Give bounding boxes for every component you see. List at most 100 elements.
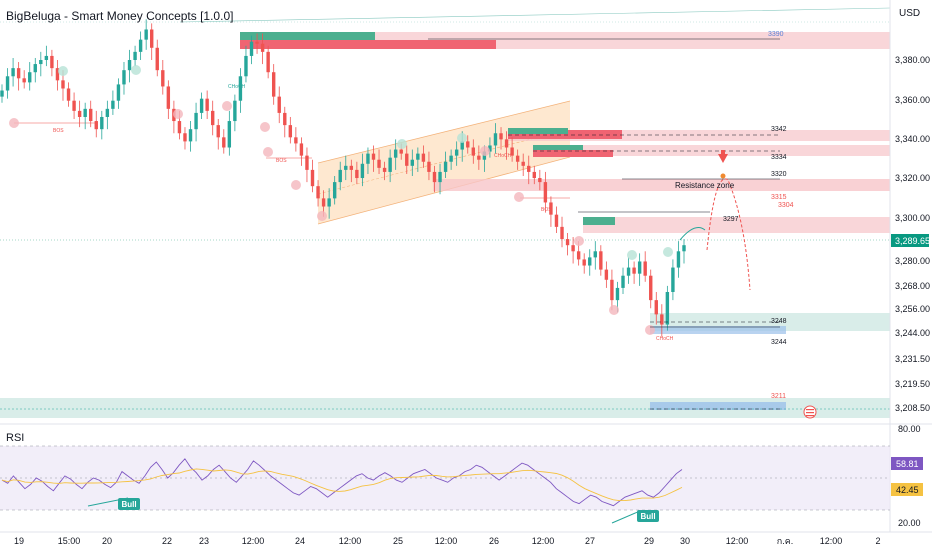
candle-body xyxy=(460,141,464,150)
candle-body xyxy=(271,72,276,97)
candle-body xyxy=(161,70,165,87)
candle-body xyxy=(510,147,514,156)
swing-marker xyxy=(627,250,637,260)
candle-body xyxy=(100,116,104,130)
rsi-value-badge xyxy=(891,457,923,470)
top-trendline xyxy=(179,7,891,23)
candle-body xyxy=(532,171,536,179)
time-tick-label: 23 xyxy=(199,536,209,546)
candle-body xyxy=(89,108,93,122)
candle-body xyxy=(676,251,681,268)
candle-body xyxy=(133,51,137,60)
time-tick-label: 26 xyxy=(489,536,499,546)
candle-body xyxy=(643,261,647,276)
candle-body xyxy=(177,121,182,134)
level-label-3304: 3304 xyxy=(778,202,794,209)
candle-body xyxy=(471,147,476,156)
rsi-ma-badge xyxy=(891,483,923,496)
candle-body xyxy=(283,112,287,126)
level-label-3297: 3297 xyxy=(723,216,739,223)
candle-body xyxy=(0,90,4,97)
candle-body xyxy=(349,165,354,170)
candle-body xyxy=(366,153,370,164)
indicator-title[interactable]: BigBeluga - Smart Money Concepts [1.0.0] xyxy=(6,9,234,23)
swing-marker xyxy=(131,65,141,75)
candle-body xyxy=(432,171,437,183)
supply-zone-3390-volume xyxy=(240,32,375,40)
time-tick-label: 20 xyxy=(102,536,112,546)
candle-body xyxy=(316,186,320,199)
rsi-ma-line xyxy=(1,468,683,502)
us-flag-stripe-3 xyxy=(806,415,814,417)
level-label-3390: 3390 xyxy=(768,31,784,38)
candle-body xyxy=(588,257,592,266)
supply-zone-3342 xyxy=(508,130,890,141)
candle-body xyxy=(488,145,492,152)
candle-body xyxy=(216,125,220,138)
candle-body xyxy=(477,155,481,160)
rsi-line xyxy=(1,458,683,507)
us-flag-stripe-2 xyxy=(806,412,814,414)
time-tick-label: 29 xyxy=(644,536,654,546)
price-tick-label: 3,256.00 xyxy=(895,304,930,314)
swing-marker xyxy=(514,192,524,202)
candle-body xyxy=(632,267,636,274)
swing-marker xyxy=(480,146,490,156)
level-label-3248: 3248 xyxy=(771,318,787,325)
candle-body xyxy=(127,60,132,71)
candle-body xyxy=(449,155,453,162)
candle-body xyxy=(538,178,542,183)
price-tick-label: 3,268.00 xyxy=(895,281,930,291)
candle-body xyxy=(166,86,171,109)
candle-body xyxy=(504,139,509,148)
level-label-3342: 3342 xyxy=(771,126,787,133)
time-axis[interactable]: 19 15:00 20 22 23 12:00 24 12:00 25 12:00 26 12:00 2… xyxy=(14,536,881,546)
candle-body xyxy=(77,110,82,117)
candle-body xyxy=(626,267,631,276)
candle-body xyxy=(194,112,198,130)
price-axis[interactable]: 3,380.00 3,360.00 3,340.00 3,320.00 3,300.00… xyxy=(891,55,930,413)
candle-body xyxy=(72,100,76,111)
candle-body xyxy=(150,29,154,48)
choch-label-3: CHoCH xyxy=(656,336,674,342)
candle-body xyxy=(405,153,409,166)
price-tick-label: 3,231.50 xyxy=(895,354,930,364)
candle-body xyxy=(188,129,193,142)
candle-body xyxy=(399,149,403,154)
supply-zone-3342-volume xyxy=(508,128,568,134)
candle-body xyxy=(260,43,265,52)
resistance-arrow-icon xyxy=(718,154,728,163)
rsi-bull-label-1: Bull xyxy=(121,500,136,509)
candle-body xyxy=(288,125,293,138)
candle-body xyxy=(682,245,686,252)
time-tick-label: 19 xyxy=(14,536,24,546)
supply-zone-3297-volume xyxy=(583,217,615,225)
candle-body xyxy=(310,169,315,187)
candle-body xyxy=(39,60,43,65)
candle-body xyxy=(637,261,642,274)
candle-body xyxy=(327,198,331,207)
rsi-title[interactable]: RSI xyxy=(6,432,25,444)
rsi-value-label: 58.81 xyxy=(896,459,919,469)
supply-zone-3334 xyxy=(533,145,890,156)
candle-body xyxy=(610,279,614,301)
supply-zone-3390-core xyxy=(240,40,496,49)
currency-label: USD xyxy=(899,8,921,19)
candle-body xyxy=(593,251,597,258)
candle-body xyxy=(615,287,620,301)
price-tick-label: 3,380.00 xyxy=(895,55,930,65)
rsi-tick-80: 80.00 xyxy=(898,424,921,434)
candle-body xyxy=(499,133,503,140)
price-tick-label: 3,320.00 xyxy=(895,173,930,183)
time-tick-label: 12:00 xyxy=(726,536,749,546)
supply-zone-3334-volume xyxy=(533,145,583,150)
candle-body xyxy=(604,269,609,280)
candle-body xyxy=(549,202,553,215)
candle-body xyxy=(305,155,309,170)
candle-body xyxy=(266,51,270,73)
candle-body xyxy=(599,251,603,270)
time-tick-label: 12:00 xyxy=(820,536,843,546)
candle-body xyxy=(582,259,586,266)
candle-body xyxy=(360,163,365,179)
